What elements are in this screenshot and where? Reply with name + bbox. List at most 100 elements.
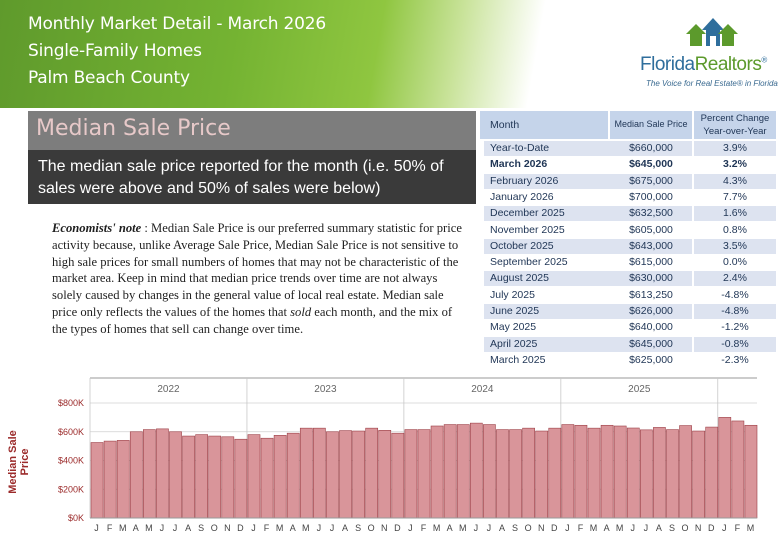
bar-median-price [509, 429, 522, 519]
table-row: March 2026 $645,000 3.2% [480, 157, 776, 173]
bar-median-price [561, 424, 575, 519]
year-label: 2024 [471, 384, 494, 395]
bar-median-price [378, 430, 392, 519]
note-text-2: each month, and the mix of the types of … [52, 304, 453, 336]
section-title-box: Median Sale Price [28, 111, 476, 150]
table-row: May 2025 $640,000 -1.2% [480, 320, 776, 336]
x-tick-label: J [173, 523, 178, 533]
x-tick-label: F [735, 523, 741, 533]
table-header-month: Month [490, 119, 520, 131]
x-tick-label: F [264, 523, 270, 533]
year-label: 2023 [314, 384, 337, 395]
bar-median-price [653, 427, 666, 519]
median-price-bar-chart: $0K $200K $400K $600K $800K 2022 2023 2024 2025 J… [58, 377, 758, 533]
x-tick-label: J [251, 523, 256, 533]
table-cell-price: $626,000 [610, 304, 692, 319]
bar-median-price [247, 434, 261, 519]
bar-median-price [404, 429, 418, 519]
table-cell-change: -2.3% [694, 352, 776, 368]
table-header-change-cell: Percent Change Year-over-Year [694, 111, 776, 139]
table-cell-price: $675,000 [610, 173, 692, 189]
table-row: August 2025 $630,000 2.4% [480, 271, 776, 287]
table-cell-change: -4.8% [694, 287, 776, 303]
bar-median-price [417, 429, 431, 519]
x-tick-label: O [682, 523, 689, 533]
x-tick-label: A [656, 523, 662, 533]
bar-median-price [731, 420, 745, 519]
table-row: November 2025 $605,000 0.8% [480, 222, 776, 239]
bar-median-price [260, 437, 274, 519]
table-cell-change: 0.0% [694, 255, 776, 271]
x-tick-label: J [631, 523, 636, 533]
table-cell-month: December 2025 [484, 206, 614, 222]
logo-registered-mark: ® [761, 55, 767, 65]
table-cell-month: March 2025 [484, 352, 614, 368]
bar-median-price [143, 429, 156, 519]
x-tick-label: F [421, 523, 427, 533]
table-row: March 2025 $625,000 -2.3% [480, 352, 776, 369]
bar-median-price [182, 435, 195, 519]
table-cell-price: $613,250 [610, 287, 692, 303]
x-tick-label: D [237, 523, 244, 533]
table-row: December 2025 $632,500 1.6% [480, 206, 776, 222]
bar-median-price [692, 430, 705, 519]
bar-median-price [679, 425, 692, 519]
table-row: Year-to-Date $660,000 3.9% [480, 141, 776, 157]
x-tick-label: A [342, 523, 348, 533]
x-tick-label: A [290, 523, 296, 533]
bar-median-price [90, 442, 104, 519]
x-tick-label: J [94, 523, 99, 533]
x-tick-label: J [408, 523, 413, 533]
table-cell-change: 7.7% [694, 189, 776, 205]
table-cell-change: -1.2% [694, 320, 776, 336]
table-cell-price: $605,000 [610, 222, 692, 238]
table-cell-price: $640,000 [610, 320, 692, 336]
x-tick-label: N [224, 523, 231, 533]
bar-median-price [313, 427, 326, 519]
property-type: Single-Family Homes [28, 41, 202, 61]
x-tick-label: N [381, 523, 388, 533]
bar-median-price [666, 429, 679, 519]
y-tick-label: $800K [58, 398, 84, 408]
table-cell-month: July 2025 [484, 287, 614, 303]
x-tick-label: J [160, 523, 165, 533]
note-label: Economists' note [52, 221, 142, 235]
bar-median-price [587, 427, 601, 519]
bar-median-price [221, 436, 235, 519]
x-tick-label: M [459, 523, 467, 533]
x-tick-label: M [747, 523, 755, 533]
table-cell-change: 3.9% [694, 141, 776, 156]
x-tick-label: A [499, 523, 505, 533]
table-row: April 2025 $645,000 -0.8% [480, 336, 776, 353]
bar-median-price [326, 431, 339, 519]
table-header-yoy: Year-over-Year [703, 126, 767, 137]
bar-median-price [744, 424, 758, 519]
x-tick-label: J [722, 523, 727, 533]
bar-median-price [234, 438, 248, 519]
x-tick-label: A [447, 523, 453, 533]
bar-median-price [705, 426, 719, 519]
table-cell-change: 1.6% [694, 206, 776, 222]
table-cell-month: September 2025 [484, 255, 614, 271]
table-cell-month: Year-to-Date [484, 141, 614, 156]
table-row: September 2025 $615,000 0.0% [480, 255, 776, 271]
x-tick-label: A [133, 523, 139, 533]
x-tick-label: M [433, 523, 441, 533]
section-description: The median sale price reported for the m… [38, 158, 444, 197]
table-cell-price: $630,000 [610, 271, 692, 287]
x-tick-label: J [474, 523, 479, 533]
florida-realtors-logo: FloridaRealtors® The Voice for Real Esta… [640, 12, 780, 96]
bar-median-price [365, 427, 379, 519]
bar-median-price [339, 430, 352, 519]
x-tick-label: M [302, 523, 310, 533]
x-tick-label: A [604, 523, 610, 533]
bar-median-price [443, 424, 457, 519]
x-tick-label: J [330, 523, 335, 533]
x-tick-label: F [107, 523, 113, 533]
table-cell-price: $625,000 [610, 352, 692, 368]
table-cell-change: 3.2% [694, 157, 776, 173]
table-cell-month: March 2026 [484, 157, 614, 173]
x-tick-label: S [355, 523, 361, 533]
bar-median-price [116, 440, 130, 519]
bar-median-price [548, 427, 562, 519]
